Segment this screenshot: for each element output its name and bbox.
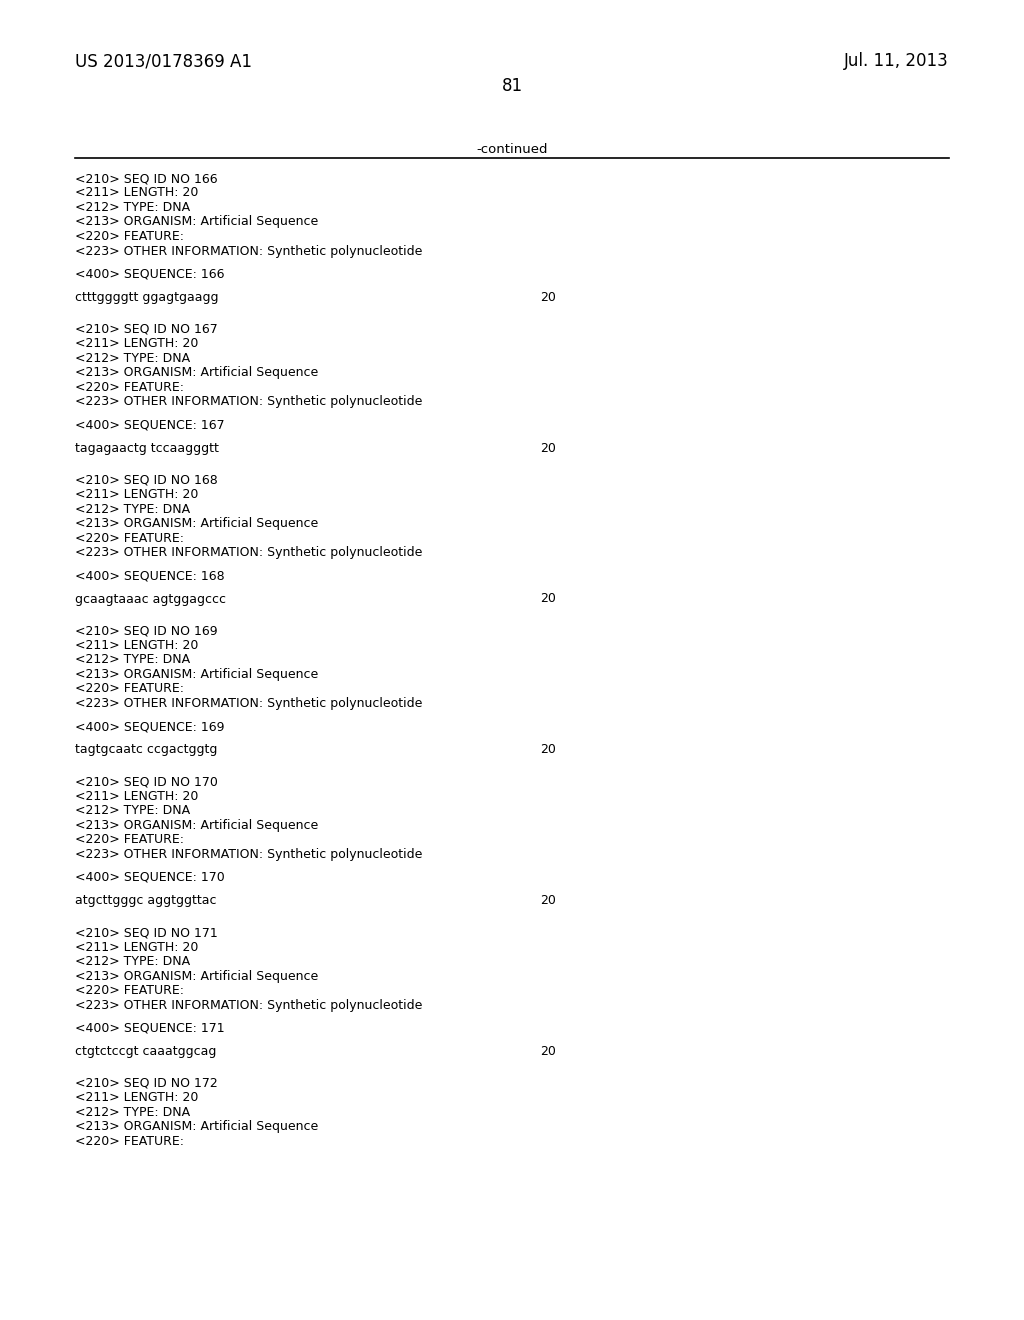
Text: 20: 20 [540, 593, 556, 606]
Text: <400> SEQUENCE: 167: <400> SEQUENCE: 167 [75, 418, 224, 432]
Text: 20: 20 [540, 894, 556, 907]
Text: <400> SEQUENCE: 169: <400> SEQUENCE: 169 [75, 721, 224, 733]
Text: 81: 81 [502, 77, 522, 95]
Text: <213> ORGANISM: Artificial Sequence: <213> ORGANISM: Artificial Sequence [75, 517, 318, 531]
Text: <210> SEQ ID NO 171: <210> SEQ ID NO 171 [75, 927, 218, 939]
Text: <212> TYPE: DNA: <212> TYPE: DNA [75, 201, 190, 214]
Text: gcaagtaaac agtggagccc: gcaagtaaac agtggagccc [75, 593, 226, 606]
Text: ctttggggtt ggagtgaagg: ctttggggtt ggagtgaagg [75, 290, 218, 304]
Text: <223> OTHER INFORMATION: Synthetic polynucleotide: <223> OTHER INFORMATION: Synthetic polyn… [75, 546, 422, 560]
Text: <220> FEATURE:: <220> FEATURE: [75, 230, 184, 243]
Text: <212> TYPE: DNA: <212> TYPE: DNA [75, 804, 190, 817]
Text: <210> SEQ ID NO 167: <210> SEQ ID NO 167 [75, 323, 218, 335]
Text: <223> OTHER INFORMATION: Synthetic polynucleotide: <223> OTHER INFORMATION: Synthetic polyn… [75, 395, 422, 408]
Text: ctgtctccgt caaatggcag: ctgtctccgt caaatggcag [75, 1045, 216, 1057]
Text: <212> TYPE: DNA: <212> TYPE: DNA [75, 954, 190, 968]
Text: 20: 20 [540, 442, 556, 454]
Text: <400> SEQUENCE: 170: <400> SEQUENCE: 170 [75, 871, 224, 884]
Text: <210> SEQ ID NO 169: <210> SEQ ID NO 169 [75, 624, 218, 638]
Text: <212> TYPE: DNA: <212> TYPE: DNA [75, 352, 190, 364]
Text: <211> LENGTH: 20: <211> LENGTH: 20 [75, 1092, 199, 1105]
Text: Jul. 11, 2013: Jul. 11, 2013 [844, 51, 949, 70]
Text: <210> SEQ ID NO 172: <210> SEQ ID NO 172 [75, 1077, 218, 1090]
Text: <210> SEQ ID NO 170: <210> SEQ ID NO 170 [75, 775, 218, 788]
Text: <400> SEQUENCE: 171: <400> SEQUENCE: 171 [75, 1022, 224, 1035]
Text: <212> TYPE: DNA: <212> TYPE: DNA [75, 653, 190, 667]
Text: <213> ORGANISM: Artificial Sequence: <213> ORGANISM: Artificial Sequence [75, 366, 318, 379]
Text: 20: 20 [540, 743, 556, 756]
Text: <213> ORGANISM: Artificial Sequence: <213> ORGANISM: Artificial Sequence [75, 1121, 318, 1134]
Text: 20: 20 [540, 290, 556, 304]
Text: <211> LENGTH: 20: <211> LENGTH: 20 [75, 789, 199, 803]
Text: <210> SEQ ID NO 168: <210> SEQ ID NO 168 [75, 474, 218, 487]
Text: <212> TYPE: DNA: <212> TYPE: DNA [75, 1106, 190, 1119]
Text: <220> FEATURE:: <220> FEATURE: [75, 380, 184, 393]
Text: atgcttgggc aggtggttac: atgcttgggc aggtggttac [75, 894, 216, 907]
Text: <213> ORGANISM: Artificial Sequence: <213> ORGANISM: Artificial Sequence [75, 668, 318, 681]
Text: <211> LENGTH: 20: <211> LENGTH: 20 [75, 186, 199, 199]
Text: <400> SEQUENCE: 166: <400> SEQUENCE: 166 [75, 268, 224, 281]
Text: <220> FEATURE:: <220> FEATURE: [75, 983, 184, 997]
Text: <223> OTHER INFORMATION: Synthetic polynucleotide: <223> OTHER INFORMATION: Synthetic polyn… [75, 847, 422, 861]
Text: <213> ORGANISM: Artificial Sequence: <213> ORGANISM: Artificial Sequence [75, 818, 318, 832]
Text: <213> ORGANISM: Artificial Sequence: <213> ORGANISM: Artificial Sequence [75, 215, 318, 228]
Text: <213> ORGANISM: Artificial Sequence: <213> ORGANISM: Artificial Sequence [75, 969, 318, 982]
Text: -continued: -continued [476, 143, 548, 156]
Text: <400> SEQUENCE: 168: <400> SEQUENCE: 168 [75, 569, 224, 582]
Text: <211> LENGTH: 20: <211> LENGTH: 20 [75, 639, 199, 652]
Text: <211> LENGTH: 20: <211> LENGTH: 20 [75, 941, 199, 953]
Text: <220> FEATURE:: <220> FEATURE: [75, 682, 184, 696]
Text: <223> OTHER INFORMATION: Synthetic polynucleotide: <223> OTHER INFORMATION: Synthetic polyn… [75, 998, 422, 1011]
Text: <220> FEATURE:: <220> FEATURE: [75, 532, 184, 545]
Text: tagtgcaatc ccgactggtg: tagtgcaatc ccgactggtg [75, 743, 217, 756]
Text: 20: 20 [540, 1045, 556, 1057]
Text: <212> TYPE: DNA: <212> TYPE: DNA [75, 503, 190, 516]
Text: <211> LENGTH: 20: <211> LENGTH: 20 [75, 488, 199, 502]
Text: tagagaactg tccaagggtt: tagagaactg tccaagggtt [75, 442, 219, 454]
Text: <223> OTHER INFORMATION: Synthetic polynucleotide: <223> OTHER INFORMATION: Synthetic polyn… [75, 697, 422, 710]
Text: <211> LENGTH: 20: <211> LENGTH: 20 [75, 338, 199, 350]
Text: US 2013/0178369 A1: US 2013/0178369 A1 [75, 51, 252, 70]
Text: <210> SEQ ID NO 166: <210> SEQ ID NO 166 [75, 172, 218, 185]
Text: <220> FEATURE:: <220> FEATURE: [75, 1135, 184, 1148]
Text: <223> OTHER INFORMATION: Synthetic polynucleotide: <223> OTHER INFORMATION: Synthetic polyn… [75, 244, 422, 257]
Text: <220> FEATURE:: <220> FEATURE: [75, 833, 184, 846]
